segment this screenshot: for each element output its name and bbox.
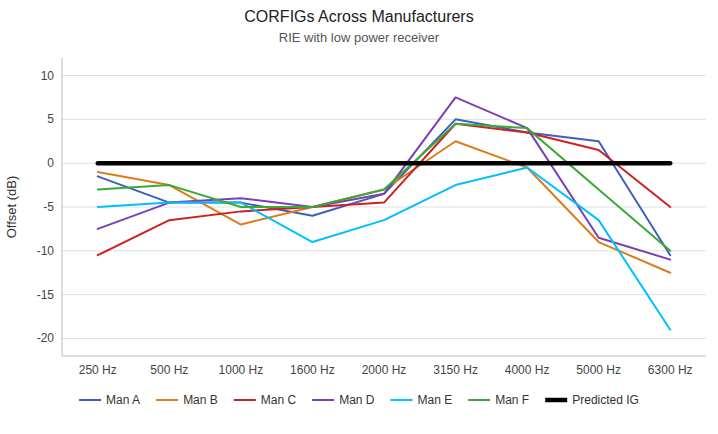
x-tick-label: 1000 Hz xyxy=(219,363,264,377)
legend-item: Man F xyxy=(468,393,529,407)
x-tick-label: 250 Hz xyxy=(79,363,117,377)
legend-item: Predicted IG xyxy=(545,393,639,407)
legend-item: Man C xyxy=(234,393,297,407)
x-tick-label: 6300 Hz xyxy=(648,363,693,377)
legend-swatch xyxy=(234,399,256,401)
legend-item: Man B xyxy=(156,393,218,407)
legend-swatch xyxy=(156,399,178,401)
legend-label: Man F xyxy=(495,393,529,407)
series-line xyxy=(98,97,670,259)
legend-item: Man D xyxy=(312,393,375,407)
grid-line xyxy=(62,75,706,76)
series-line xyxy=(98,141,670,272)
legend-item: Man A xyxy=(79,393,140,407)
y-tick-label: -20 xyxy=(37,331,55,345)
legend-label: Man E xyxy=(418,393,453,407)
grid-line xyxy=(62,250,706,251)
lines xyxy=(98,97,670,329)
y-tick-label: -10 xyxy=(37,244,55,258)
x-tick-label: 3150 Hz xyxy=(433,363,478,377)
grid xyxy=(62,76,706,339)
legend: Man A Man B Man C Man D Man E Man F Predicted … xyxy=(79,393,639,407)
y-tick-label: 10 xyxy=(41,69,55,83)
y-axis-line xyxy=(62,58,63,356)
grid-line xyxy=(62,294,706,295)
x-tick-label: 5000 Hz xyxy=(576,363,621,377)
legend-swatch xyxy=(468,399,490,401)
series-line xyxy=(98,124,670,255)
x-tick-label: 1600 Hz xyxy=(290,363,335,377)
y-tick-label: -15 xyxy=(37,288,55,302)
series-line xyxy=(98,124,670,251)
y-tick-label: 0 xyxy=(47,156,54,170)
grid-line xyxy=(62,119,706,120)
series-line xyxy=(98,168,670,330)
legend-swatch xyxy=(312,399,334,401)
x-axis-line xyxy=(62,356,706,357)
x-tick-label: 4000 Hz xyxy=(505,363,550,377)
x-tick-label: 500 Hz xyxy=(150,363,188,377)
legend-swatch xyxy=(79,399,101,401)
legend-item: Man E xyxy=(391,393,453,407)
legend-swatch xyxy=(545,398,567,403)
legend-label: Man B xyxy=(183,393,218,407)
y-tick-label: 5 xyxy=(47,112,54,126)
series-line xyxy=(98,161,670,166)
legend-label: Man A xyxy=(106,393,140,407)
x-tick-label: 2000 Hz xyxy=(362,363,407,377)
background xyxy=(0,0,718,434)
subtitle: RIE with low power receiver xyxy=(279,30,440,45)
legend-label: Man D xyxy=(339,393,375,407)
title: CORFIGs Across Manufacturers xyxy=(244,8,473,25)
grid-line xyxy=(62,338,706,339)
legend-swatch xyxy=(391,399,413,401)
y-tick-label: -5 xyxy=(43,200,54,214)
grid-line xyxy=(62,163,706,164)
legend-label: Predicted IG xyxy=(572,393,639,407)
chart: CORFIGs Across Manufacturers RIE with low… xyxy=(0,0,718,434)
y-axis-label: Offset (dB) xyxy=(4,176,19,239)
series-line xyxy=(98,119,670,255)
legend-label: Man C xyxy=(261,393,297,407)
